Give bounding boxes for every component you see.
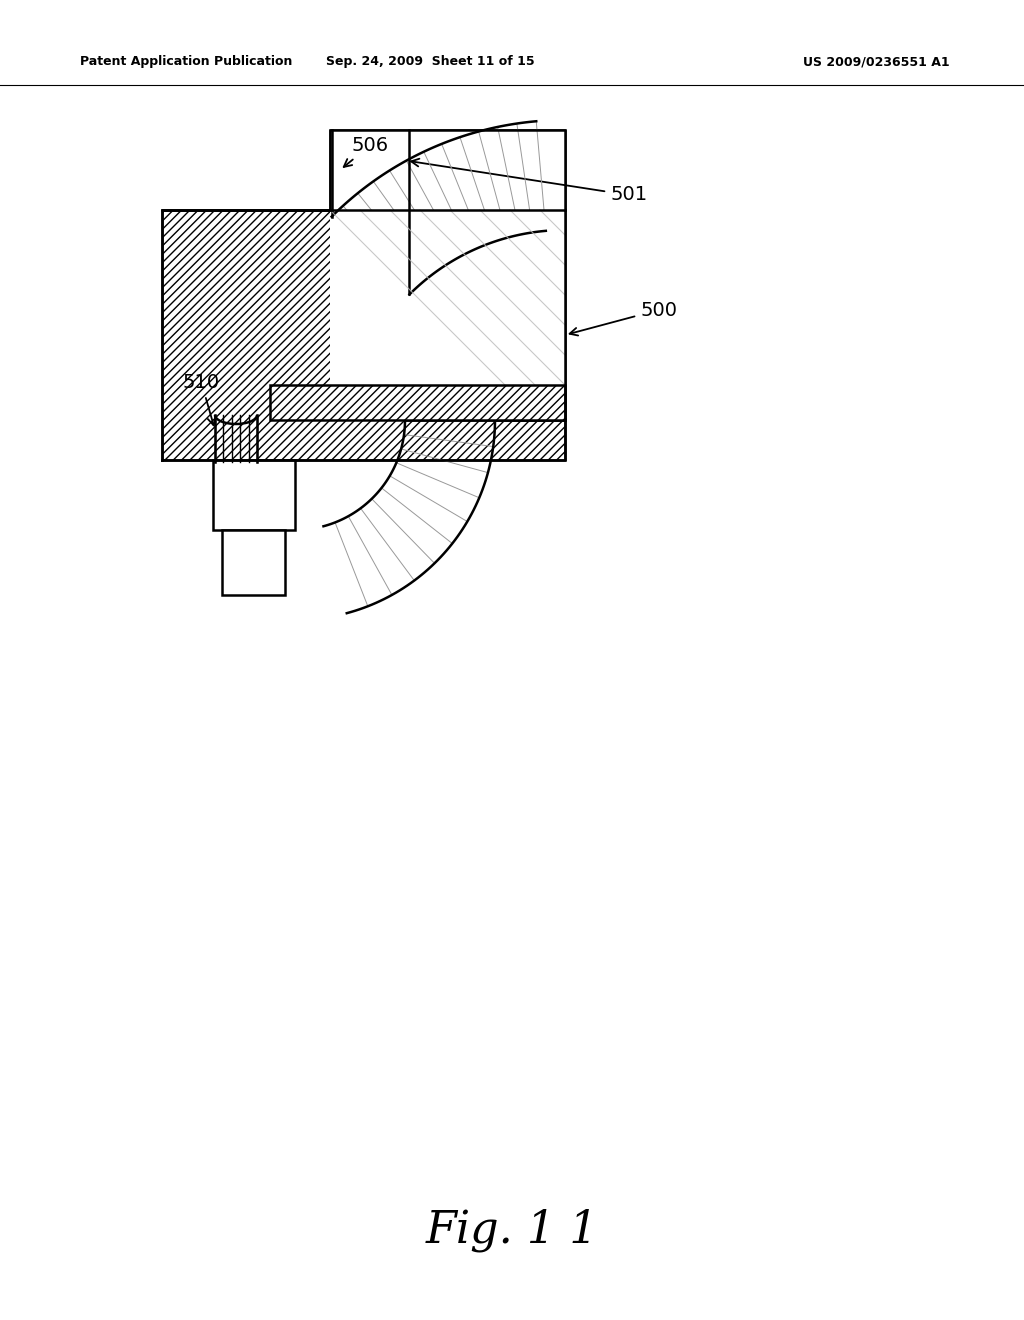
Text: 510: 510 xyxy=(183,374,220,425)
Bar xyxy=(213,459,295,531)
Text: 506: 506 xyxy=(344,136,388,166)
Bar xyxy=(330,129,565,210)
Text: 501: 501 xyxy=(411,158,647,205)
Text: US 2009/0236551 A1: US 2009/0236551 A1 xyxy=(804,55,950,69)
Bar xyxy=(270,385,565,420)
Text: 500: 500 xyxy=(569,301,677,335)
Text: Patent Application Publication: Patent Application Publication xyxy=(80,55,293,69)
Bar xyxy=(222,531,285,595)
Bar xyxy=(162,210,565,459)
Text: Sep. 24, 2009  Sheet 11 of 15: Sep. 24, 2009 Sheet 11 of 15 xyxy=(326,55,535,69)
Bar xyxy=(330,129,565,210)
Text: 511: 511 xyxy=(424,352,487,399)
Text: Fig. 1 1: Fig. 1 1 xyxy=(426,1208,598,1251)
Bar xyxy=(330,210,565,385)
